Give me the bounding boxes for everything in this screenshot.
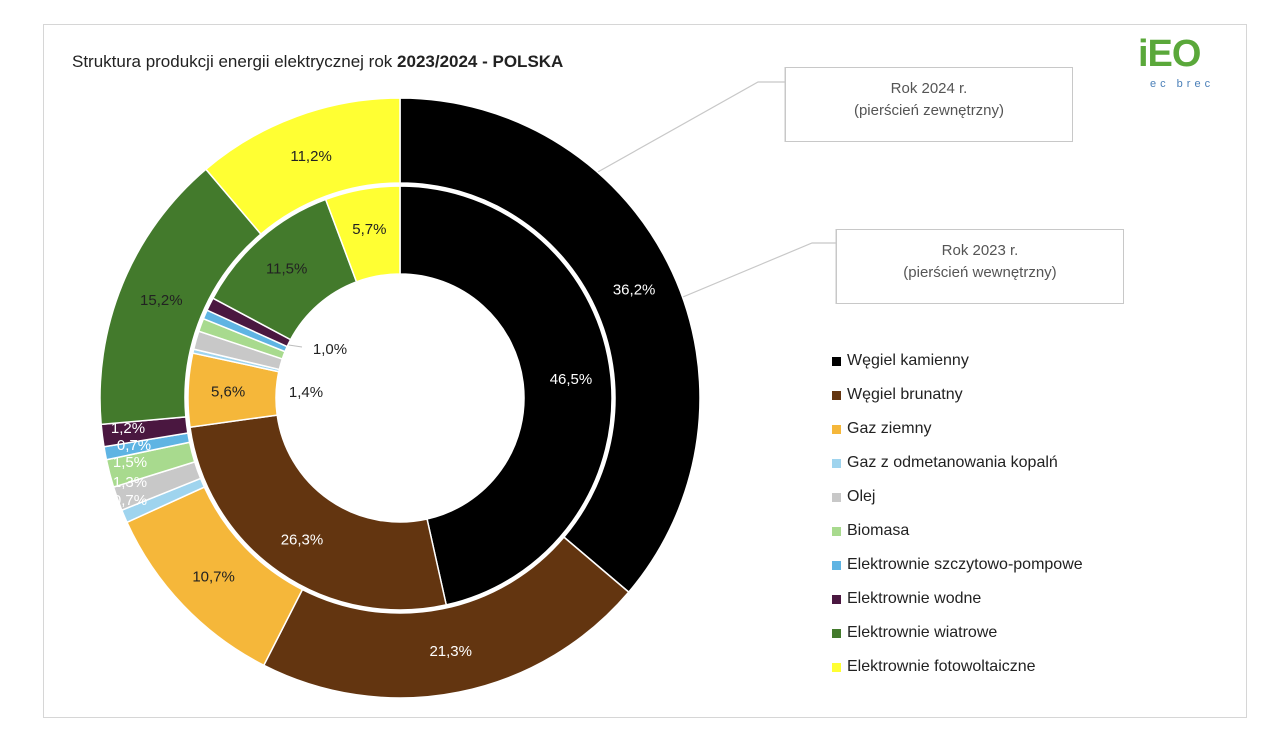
outer-label-3: 0,7% [117,437,151,454]
callout-outer-leader [579,81,785,183]
legend-swatch [832,390,841,400]
callout-inner-line2: (pierścień wewnętrzny) [903,264,1057,281]
legend-label: Elektrownie fotowoltaiczne [847,658,1036,675]
chart-title-prefix: Struktura produkcji energii elektrycznej… [72,52,398,71]
legend-swatch [832,560,841,570]
legend-label: Węgiel brunatny [847,386,963,403]
outer-ring-labels: 36,2%21,3%10,7%0,7%1,3%1,5%0,7%1,2%15,2%… [111,148,656,660]
legend-label: Elektrownie wiatrowe [847,624,998,641]
legend-swatch [832,492,841,502]
logo-subtitle: ec brec [1150,78,1215,90]
outer-label-5: 1,5% [113,454,147,471]
legend-swatch [832,662,841,672]
inner-ring [185,183,615,613]
inner-slice-1 [189,414,448,611]
legend-label: Gaz z odmetanowania kopalń [847,454,1058,471]
legend-swatch [832,458,841,468]
outer-label-7: 1,2% [111,420,145,437]
callout-outer-line1: Rok 2024 r. [890,80,968,97]
legend-label: Biomasa [847,522,910,539]
legend-swatch [832,526,841,536]
legend-swatch [832,424,841,434]
legend-label: Elektrownie szczytowo-pompowe [847,556,1083,573]
inner-label-5: 1,0% [313,341,347,358]
legend-item: Biomasa [832,514,1083,548]
callout-outer-ring: Rok 2024 r. (pierścień zewnętrzny) [785,67,1073,142]
legend-item: Elektrownie fotowoltaiczne [832,650,1083,684]
outer-ring [99,97,701,699]
inner-label-0: 46,5% [550,371,593,388]
inner-label-2: 5,6% [211,384,245,401]
outer-label-8: 15,2% [140,292,183,309]
outer-label-0: 36,2% [613,282,656,299]
inner-label-1: 26,3% [281,531,324,548]
outer-slice-9 [204,97,401,236]
outer-label-2: 10,7% [192,568,235,585]
chart-title-bold: 2023/2024 - POLSKA [397,52,564,71]
legend-label: Olej [847,488,876,505]
ring-separator [185,183,615,613]
inner-slice-0 [399,185,613,606]
ieo-logo: iEO ec brec [1138,34,1238,96]
legend-label: Elektrownie wodne [847,590,982,607]
outer-label-6: 0,7% [113,492,147,509]
inner-ring-labels: 46,5% 26,3% 5,6% 1,4% 1,0% 11,5% 5,7% [211,221,592,549]
legend-item: Węgiel kamienny [832,344,1083,378]
legend-label: Gaz ziemny [847,420,932,437]
legend-label: Węgiel kamienny [847,352,969,369]
legend-item: Elektrownie wiatrowe [832,616,1083,650]
inner-label-8: 11,5% [266,261,307,278]
outer-slice-0 [399,97,701,594]
inner-label-4: 1,4% [289,384,323,401]
callout-inner-ring: Rok 2023 r. (pierścień wewnętrzny) [836,229,1124,304]
outer-label-9: 11,2% [290,148,331,165]
legend-item: Węgiel brunatny [832,378,1083,412]
legend-item: Gaz ziemny [832,412,1083,446]
legend-item: Elektrownie szczytowo-pompowe [832,548,1083,582]
legend-item: Gaz z odmetanowania kopalń [832,446,1083,480]
legend-swatch [832,628,841,638]
legend: Węgiel kamienny Węgiel brunatny Gaz ziemny… [832,344,1083,684]
callout-inner-line1: Rok 2023 r. [941,242,1019,259]
legend-swatch [832,356,841,366]
inner-label-9: 5,7% [352,221,386,238]
outer-label-1: 21,3% [429,643,472,660]
inner-slice-9 [324,185,401,283]
outer-label-4: 1,3% [113,474,147,491]
legend-swatch [832,594,841,604]
chart-title: Struktura produkcji energii elektrycznej… [72,52,563,72]
legend-item: Elektrownie wodne [832,582,1083,616]
legend-item: Olej [832,480,1083,514]
callout-outer-line2: (pierścień zewnętrzny) [853,102,1005,119]
logo-brand: iEO [1138,33,1201,75]
